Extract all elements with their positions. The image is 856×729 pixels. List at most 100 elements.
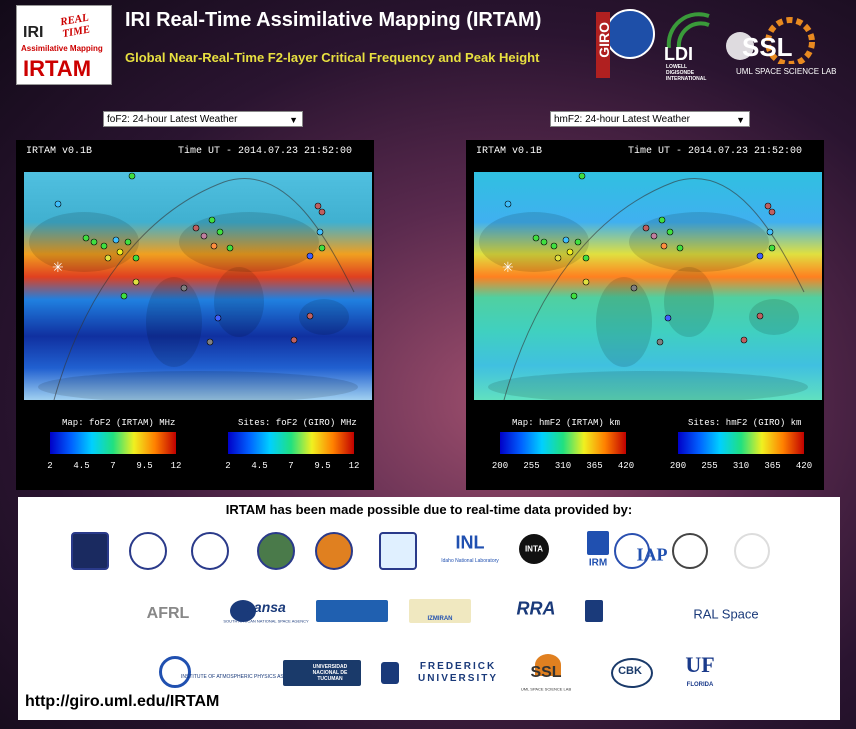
provider-logo-text: INSTITUTE OF ATMOSPHERIC PHYSICS ASCR <box>181 674 291 680</box>
colorbar-tick: 365 <box>586 461 603 471</box>
colorbar-tick: 310 <box>554 461 572 471</box>
time-label: Time UT - 2014.07.23 21:52:00 <box>628 146 803 157</box>
colorbar <box>678 432 804 454</box>
continent <box>664 267 714 337</box>
site-marker <box>112 236 120 244</box>
colorbar-tick: 200 <box>669 461 687 471</box>
site-marker <box>132 254 140 262</box>
colorbar-tick: 12 <box>348 461 360 471</box>
partner-text: SSL <box>742 32 793 62</box>
site-marker <box>766 228 774 236</box>
provider-logo-text: sansa <box>246 599 286 615</box>
site-marker <box>82 234 90 242</box>
site-marker <box>54 200 62 208</box>
dropdown[interactable]: hmF2: 24-hour Latest Weather ▼ <box>550 111 750 127</box>
logo-shape <box>585 600 603 622</box>
colorbar-tick: 420 <box>617 461 635 471</box>
site-marker <box>316 228 324 236</box>
provider-logo-text: FLORIDA <box>686 682 714 688</box>
map-panel: IRTAM v0.1B Time UT - 2014.07.23 21:52:00… <box>16 140 374 490</box>
logo-text: IRI <box>23 24 44 41</box>
site-marker <box>120 292 128 300</box>
irtam-logo: REAL TIME IRI Assimilative Mapping IRTAM <box>16 5 112 85</box>
site-marker <box>192 224 200 232</box>
provider-logo-text: INL <box>455 532 485 553</box>
dropdown[interactable]: foF2: 24-hour Latest Weather ▼ <box>103 111 303 127</box>
site-marker <box>214 314 222 322</box>
colorbar-tick: 255 <box>523 461 540 471</box>
site-marker <box>306 312 314 320</box>
logo-shape <box>316 600 388 622</box>
colorbar <box>228 432 354 454</box>
provider-logo-text: IRM <box>588 557 608 569</box>
provider-logo-text: IZMIRAN <box>427 616 453 622</box>
url[interactable]: http://giro.uml.edu/IRTAM <box>25 693 220 710</box>
giro-logo <box>596 9 655 78</box>
provider-logo-text: SOUTH AFRICAN NATIONAL SPACE AGENCY <box>223 618 309 624</box>
map-legend-label: Map: foF2 (IRTAM) MHz <box>62 418 176 428</box>
logo-shape <box>734 533 770 569</box>
site-marker <box>574 238 582 246</box>
site-marker <box>132 278 140 286</box>
continent <box>749 299 799 335</box>
map-panel: IRTAM v0.1B Time UT - 2014.07.23 21:52:00… <box>466 140 824 490</box>
provider-logo-text: AFRL <box>146 605 190 622</box>
site-marker <box>318 244 326 252</box>
site-marker <box>630 284 638 292</box>
continent <box>488 371 808 400</box>
logo-text: IRTAM <box>23 56 92 81</box>
provider-logo-text: FREDERICK UNIVERSITY <box>417 661 498 684</box>
site-marker <box>180 284 188 292</box>
sites-legend-label: Sites: hmF2 (GIRO) km <box>688 418 802 428</box>
colorbar <box>50 432 176 454</box>
site-marker <box>666 228 674 236</box>
version-label: IRTAM v0.1B <box>26 146 93 157</box>
provider-logo-text: INTA <box>524 544 544 554</box>
provider-logo-text: SSL <box>530 664 562 681</box>
site-marker <box>206 338 214 346</box>
site-marker <box>764 202 772 210</box>
site-marker <box>90 238 98 246</box>
logo-shape <box>257 532 295 570</box>
logo-shape <box>159 656 191 688</box>
site-marker <box>116 248 124 256</box>
site-marker <box>104 254 112 262</box>
site-marker <box>216 228 224 236</box>
providers-box: IRTAM has been made possible due to real… <box>18 497 840 720</box>
site-marker <box>740 336 748 344</box>
logo-shape <box>614 533 650 569</box>
site-marker <box>562 236 570 244</box>
version-label: IRTAM v0.1B <box>476 146 543 157</box>
providers-heading: IRTAM has been made possible due to real… <box>225 502 633 517</box>
site-marker <box>664 314 672 322</box>
map: ✳ <box>24 172 372 400</box>
colorbar-tick: 255 <box>701 461 718 471</box>
sites-legend-label: Sites: foF2 (GIRO) MHz <box>238 418 357 428</box>
sun-marker: ✳ <box>52 259 64 275</box>
continent <box>29 212 139 272</box>
site-marker <box>660 242 668 250</box>
site-marker <box>582 254 590 262</box>
continent <box>214 267 264 337</box>
site-marker <box>540 238 548 246</box>
site-marker <box>306 252 314 260</box>
site-marker <box>676 244 684 252</box>
logo-shape <box>379 532 417 570</box>
site-marker <box>642 224 650 232</box>
colorbar-tick: 310 <box>732 461 750 471</box>
map-field <box>474 172 822 400</box>
site-marker <box>550 242 558 250</box>
partner-text: LOWELL DIGISONDE INTERNATIONAL <box>666 64 707 82</box>
site-marker <box>100 242 108 250</box>
logo-shape <box>283 660 361 686</box>
site-marker <box>554 254 562 262</box>
provider-logo-text: RRA <box>516 598 556 619</box>
site-marker <box>210 242 218 250</box>
site-marker <box>226 244 234 252</box>
colorbar-tick: 4.5 <box>251 461 268 471</box>
continent <box>38 371 358 400</box>
site-marker <box>650 232 658 240</box>
logo-shape <box>129 532 167 570</box>
time-label: Time UT - 2014.07.23 21:52:00 <box>178 146 353 157</box>
provider-logo-text: IAP <box>636 544 668 565</box>
